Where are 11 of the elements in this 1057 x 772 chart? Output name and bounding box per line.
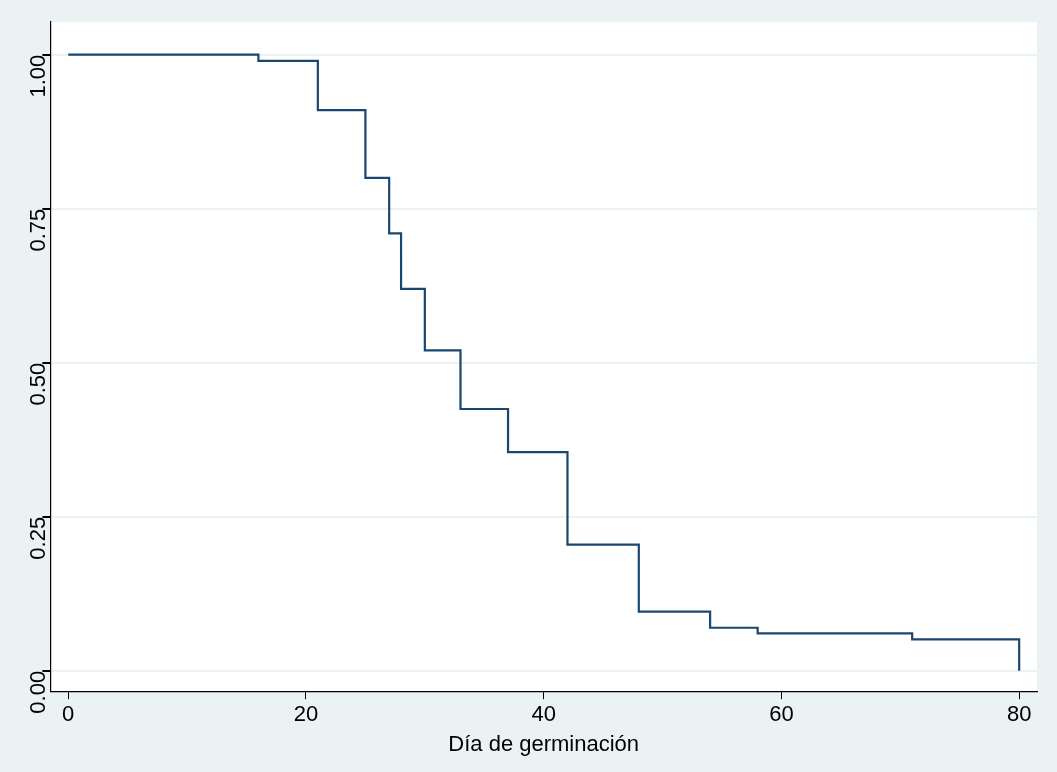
x-tick-label: 40 <box>531 701 556 727</box>
y-tick-label: 0.25 <box>25 516 51 560</box>
x-tick-label: 0 <box>62 701 75 727</box>
y-tick-label: 0.75 <box>25 208 51 252</box>
y-tick-label: 0.50 <box>25 362 51 406</box>
x-tick-label: 60 <box>769 701 794 727</box>
x-axis-title: Día de germinación <box>448 730 640 756</box>
x-tick-label: 20 <box>293 701 319 727</box>
y-tick-label: 1.00 <box>25 54 51 98</box>
y-tick-label: 0.00 <box>25 670 51 714</box>
x-tick-label: 80 <box>1006 701 1032 727</box>
